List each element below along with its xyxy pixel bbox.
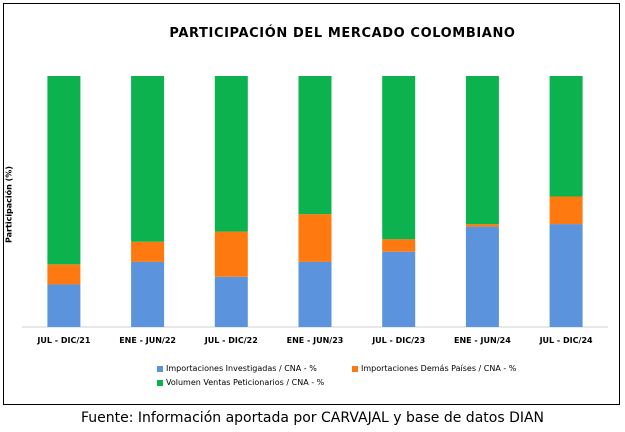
legend-label-demas: Importaciones Demás Países / CNA - % [361, 364, 517, 373]
bar-investigadas-2 [214, 276, 248, 327]
bar-demas-2 [214, 231, 248, 277]
x-tick-label-0: JUL - DIC/21 [36, 336, 90, 345]
bar-peticionarios-0 [47, 76, 81, 265]
bar-demas-3 [298, 214, 332, 262]
legend-item-investigadas: Importaciones Investigadas / CNA - % [157, 364, 317, 373]
bar-demas-1 [131, 241, 165, 262]
legend-swatch-peticionarios [157, 379, 163, 386]
bar-investigadas-3 [298, 261, 332, 327]
x-tick-label-4: JUL - DIC/23 [371, 336, 425, 345]
legend-swatch-demas [352, 365, 358, 372]
bar-peticionarios-3 [298, 76, 332, 215]
bar-demas-4 [382, 239, 416, 252]
bar-investigadas-5 [465, 226, 499, 327]
bar-peticionarios-4 [382, 76, 416, 240]
x-tick-label-1: ENE - JUN/22 [119, 336, 176, 345]
x-tick-label-6: JUL - DIC/24 [539, 336, 593, 345]
bar-peticionarios-2 [214, 76, 248, 232]
bar-peticionarios-1 [131, 76, 165, 242]
bar-peticionarios-5 [465, 76, 499, 225]
source-note: Fuente: Información aportada por CARVAJA… [80, 410, 545, 426]
legend-label-peticionarios: Volumen Ventas Peticionarios / CNA - % [166, 378, 325, 387]
x-tick-label-2: JUL - DIC/22 [204, 336, 258, 345]
legend-item-demas: Importaciones Demás Países / CNA - % [352, 364, 516, 373]
legend-swatch-investigadas [157, 365, 163, 372]
legend-item-peticionarios: Volumen Ventas Peticionarios / CNA - % [157, 378, 324, 387]
legend-label-investigadas: Importaciones Investigadas / CNA - % [166, 364, 317, 373]
bar-investigadas-0 [47, 284, 81, 327]
bar-demas-5 [465, 224, 499, 227]
bar-peticionarios-6 [549, 76, 583, 197]
y-axis-label: Participación (%) [4, 166, 14, 243]
bar-investigadas-4 [382, 251, 416, 327]
bar-demas-6 [549, 196, 583, 225]
chart-title: PARTICIPACIÓN DEL MERCADO COLOMBIANO [169, 26, 516, 41]
x-tick-label-3: ENE - JUN/23 [287, 336, 344, 345]
bar-investigadas-1 [131, 261, 165, 327]
x-tick-label-5: ENE - JUN/24 [454, 336, 511, 345]
bar-demas-0 [47, 264, 81, 285]
bar-investigadas-6 [549, 224, 583, 327]
